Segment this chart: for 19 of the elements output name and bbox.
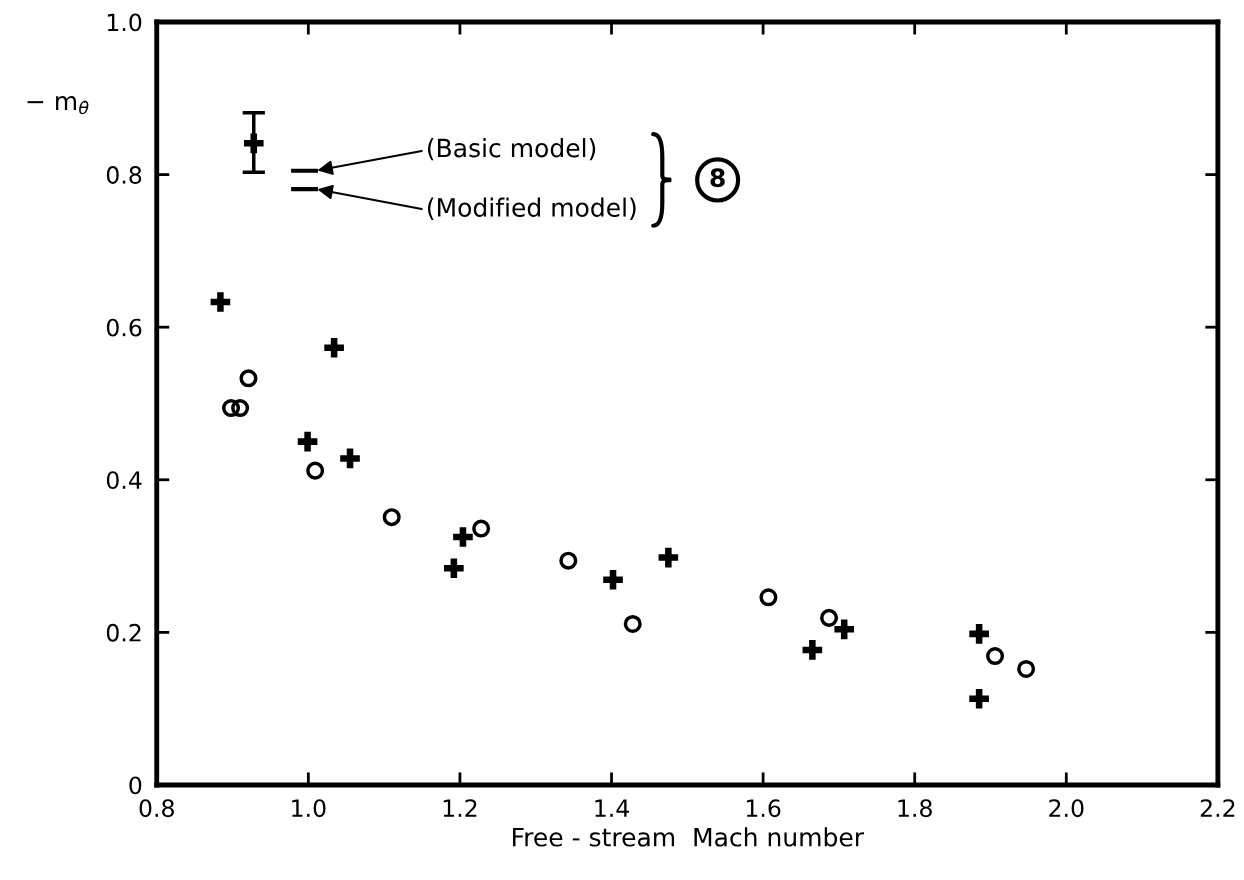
annotation: (Basic model) [427, 138, 596, 161]
x-tick-label: 1.6 [746, 799, 781, 818]
y-tick-label: 0 [129, 776, 142, 795]
y-tick-label: 1.0 [107, 13, 142, 32]
x-axis-title: Free - stream Mach number [513, 827, 865, 847]
annotation: (Modified model) [427, 197, 636, 220]
y-axis-title: − m$_{θ̇}$ [27, 96, 89, 115]
annotation: 8 [710, 168, 725, 188]
x-tick-label: 0.8 [139, 799, 174, 818]
x-tick-label: 1.4 [595, 799, 629, 817]
x-tick-label: 1.2 [443, 799, 477, 817]
y-tick-label: 0.4 [106, 471, 142, 490]
x-tick-label: 2.0 [1049, 799, 1084, 818]
x-tick-label: 1.0 [292, 799, 326, 818]
y-tick-label: 0.8 [106, 166, 142, 184]
y-tick-label: 0.2 [106, 623, 141, 642]
x-tick-label: 2.2 [1200, 799, 1235, 817]
y-tick-label: 0.6 [106, 318, 142, 337]
x-tick-label: 1.8 [898, 799, 932, 818]
